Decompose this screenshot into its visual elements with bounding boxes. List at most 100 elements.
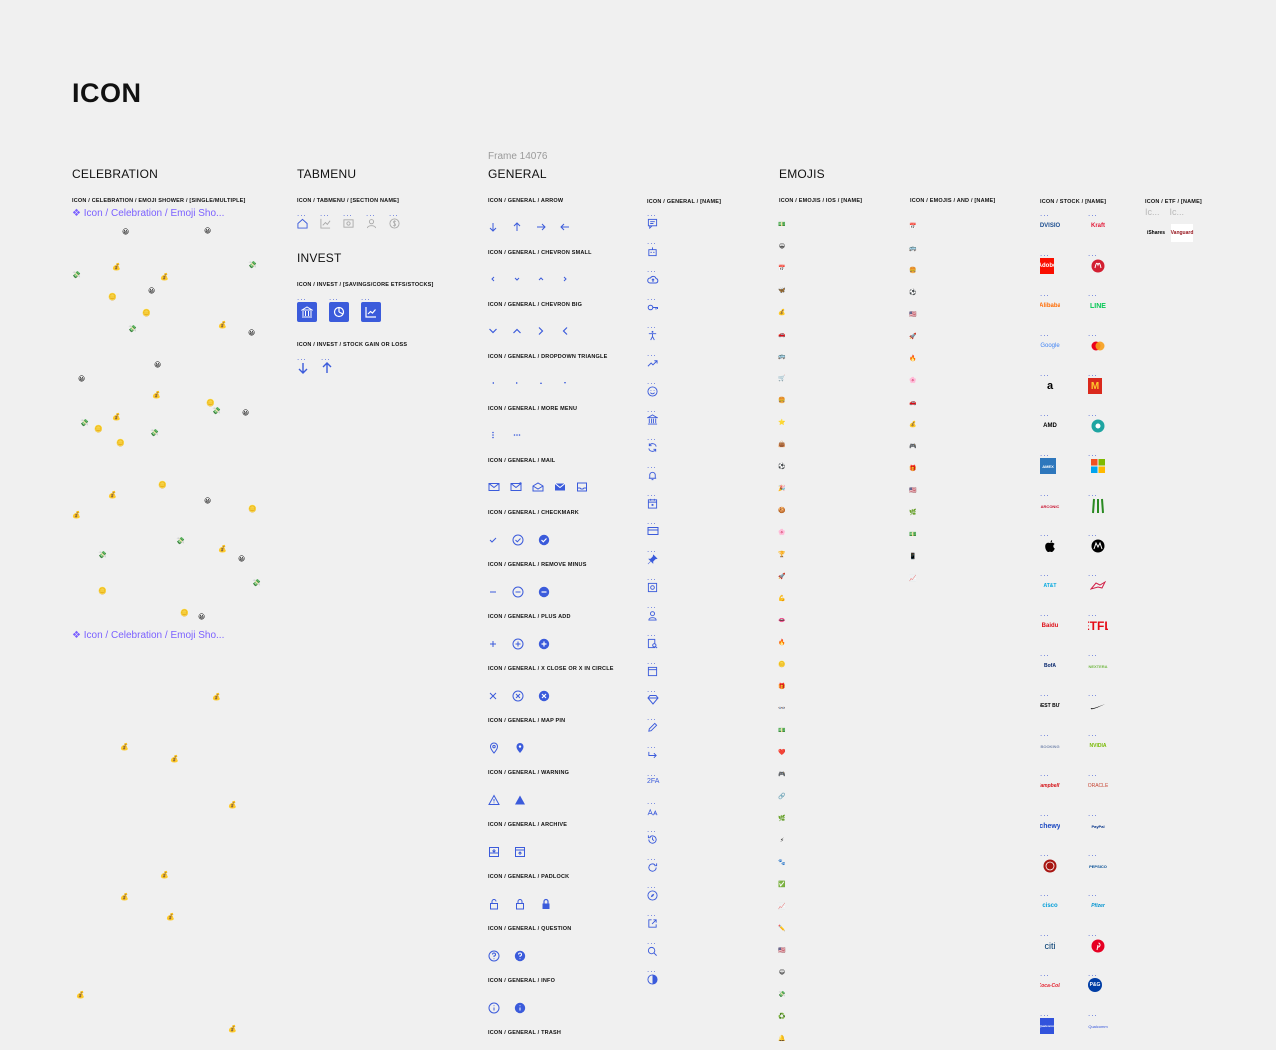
stock-logo[interactable]: Baidu xyxy=(1041,623,1059,629)
arrow-right-icon[interactable] xyxy=(536,222,546,232)
celebration-component-single[interactable]: ❖ Icon / Celebration / Emoji Sho... xyxy=(72,208,225,219)
stock-logo[interactable]: PEPSICO xyxy=(1089,863,1107,869)
stock-logo[interactable]: LINE xyxy=(1090,302,1106,310)
emoji-flag-icon[interactable]: 🇺🇸 xyxy=(909,487,917,494)
emoji-game-icon[interactable]: 🎮 xyxy=(778,771,786,778)
history-icon[interactable] xyxy=(647,834,677,845)
emoji-phone-icon[interactable]: 📱 xyxy=(909,553,917,560)
invest-stocks[interactable]: ... xyxy=(361,294,381,322)
invest-core-etfs[interactable]: ... xyxy=(329,294,349,322)
emoji-ball-icon[interactable]: ⚽ xyxy=(909,289,917,296)
stock-logo[interactable]: NETFLIX xyxy=(1088,619,1108,633)
padlock-filled-icon[interactable] xyxy=(540,898,552,910)
emoji-leaf-icon[interactable]: 🌿 xyxy=(778,815,786,822)
monster-logo-icon[interactable] xyxy=(1088,498,1108,514)
emoji-cookie-icon[interactable]: 🍪 xyxy=(778,507,786,514)
stock-logo[interactable]: chewy xyxy=(1040,822,1060,830)
emoji-check-icon[interactable]: ✅ xyxy=(778,881,786,888)
ishares-logo[interactable]: iShares xyxy=(1146,230,1166,236)
tab-profile[interactable]: ... xyxy=(366,210,377,229)
emoji-fire-icon[interactable]: 🔥 xyxy=(909,355,917,362)
emoji-glasses-icon[interactable]: 👓 xyxy=(778,705,786,712)
chevron-up-icon[interactable] xyxy=(512,326,522,336)
stock-logo[interactable]: Coca-Cola xyxy=(1040,983,1060,989)
reload-icon[interactable] xyxy=(647,862,677,873)
invest-savings[interactable]: ... xyxy=(297,294,317,322)
trending-up-icon[interactable] xyxy=(647,358,677,369)
checkmark-circle-icon[interactable] xyxy=(512,534,524,546)
stock-logo[interactable]: BEST BUY xyxy=(1040,703,1060,709)
emoji-lips-icon[interactable]: 👄 xyxy=(778,617,786,624)
stock-logo[interactable]: Kraft xyxy=(1090,223,1105,229)
bank-icon[interactable] xyxy=(647,414,677,425)
emoji-burger-icon[interactable]: 🍔 xyxy=(778,397,786,404)
question-circle-filled-icon[interactable] xyxy=(514,950,526,962)
emoji-game-icon[interactable]: 🎮 xyxy=(909,443,917,450)
chevron-left-icon[interactable] xyxy=(560,326,570,336)
emoji-arm-icon[interactable]: 💪 xyxy=(778,595,786,602)
chevron-left-small-icon[interactable] xyxy=(488,274,498,284)
chevron-right-icon[interactable] xyxy=(536,326,546,336)
arrow-left-icon[interactable] xyxy=(560,222,570,232)
emoji-star-icon[interactable]: ⭐ xyxy=(778,419,786,426)
emoji-chart-icon[interactable]: 📈 xyxy=(778,903,786,910)
mastercard-logo-icon[interactable] xyxy=(1088,338,1108,354)
map-pin-filled-icon[interactable] xyxy=(514,742,526,754)
minus-circle-icon[interactable] xyxy=(512,586,524,598)
motorola-logo-icon[interactable] xyxy=(1088,538,1108,554)
chevron-down-small-icon[interactable] xyxy=(512,274,522,284)
triangle-down-icon[interactable] xyxy=(560,378,570,388)
padlock-open-icon[interactable] xyxy=(488,898,500,910)
minus-circle-filled-icon[interactable] xyxy=(538,586,550,598)
emoji-money-bag-icon[interactable]: 💰 xyxy=(909,421,917,428)
emoji-gift-icon[interactable]: 🎁 xyxy=(909,465,917,472)
redirect-icon[interactable] xyxy=(647,750,677,761)
credit-card-icon[interactable] xyxy=(647,526,677,536)
emoji-smile-icon[interactable]: 😀 xyxy=(778,243,786,250)
stock-logo[interactable]: NVIDIA xyxy=(1089,743,1107,749)
emoji-flower-icon[interactable]: 🌸 xyxy=(778,529,786,536)
emoji-heart-icon[interactable]: ❤️ xyxy=(778,749,786,756)
emoji-party-icon[interactable]: 🎉 xyxy=(778,485,786,492)
browser-icon[interactable] xyxy=(647,666,677,677)
pencil-icon[interactable] xyxy=(647,722,677,733)
mail-notification-icon[interactable] xyxy=(510,482,522,492)
emoji-money-bag-icon[interactable]: 💰 xyxy=(778,309,786,316)
mail-icon[interactable] xyxy=(488,482,500,492)
etf-component-label[interactable]: Ic... xyxy=(1169,207,1185,217)
stock-logo[interactable]: P&G xyxy=(1088,978,1102,992)
stock-logo[interactable]: NEXTERA xyxy=(1088,663,1108,669)
emoji-coin-icon[interactable]: 🪙 xyxy=(778,661,786,668)
emoji-bill-icon[interactable]: 💵 xyxy=(778,727,786,734)
close-icon[interactable] xyxy=(488,691,498,701)
emoji-calendar-icon[interactable]: 📅 xyxy=(909,223,917,230)
info-circle-filled-icon[interactable] xyxy=(514,1002,526,1014)
chat-icon[interactable] xyxy=(647,218,677,229)
stock-logo[interactable]: Alibaba xyxy=(1040,303,1060,309)
emoji-rocket-icon[interactable]: 🚀 xyxy=(778,573,786,580)
arrow-up-icon[interactable] xyxy=(512,222,522,232)
emoji-bag-icon[interactable]: 👜 xyxy=(778,441,786,448)
padlock-icon[interactable] xyxy=(514,898,526,910)
etf-component-label[interactable]: Ic... xyxy=(1145,207,1160,217)
pinterest-logo-icon[interactable] xyxy=(1088,938,1108,954)
emoji-bolt-icon[interactable]: ⚡ xyxy=(779,837,785,844)
chevron-down-icon[interactable] xyxy=(488,326,498,336)
medtronic-logo-icon[interactable] xyxy=(1088,418,1108,434)
stock-logo[interactable]: a xyxy=(1046,380,1054,392)
stock-logo[interactable]: AT&T xyxy=(1043,583,1057,589)
emoji-leaf-icon[interactable]: 🌿 xyxy=(909,509,917,516)
warning-icon[interactable] xyxy=(488,794,500,806)
dark-mode-icon[interactable] xyxy=(647,974,677,985)
emoji-butterfly-icon[interactable]: 🦋 xyxy=(778,287,786,294)
triangle-up-icon[interactable] xyxy=(536,378,546,388)
redbull-logo-icon[interactable] xyxy=(1088,578,1108,594)
emoji-car-icon[interactable]: 🚗 xyxy=(909,399,917,406)
question-circle-icon[interactable] xyxy=(488,950,500,962)
close-circle-icon[interactable] xyxy=(512,690,524,702)
emoji-rocket-icon[interactable]: 🚀 xyxy=(909,333,917,340)
tab-invest[interactable]: ... xyxy=(320,210,331,229)
arrow-down-icon[interactable] xyxy=(488,222,498,232)
calendar-icon[interactable] xyxy=(647,498,677,509)
triangle-left-icon[interactable] xyxy=(488,378,498,388)
